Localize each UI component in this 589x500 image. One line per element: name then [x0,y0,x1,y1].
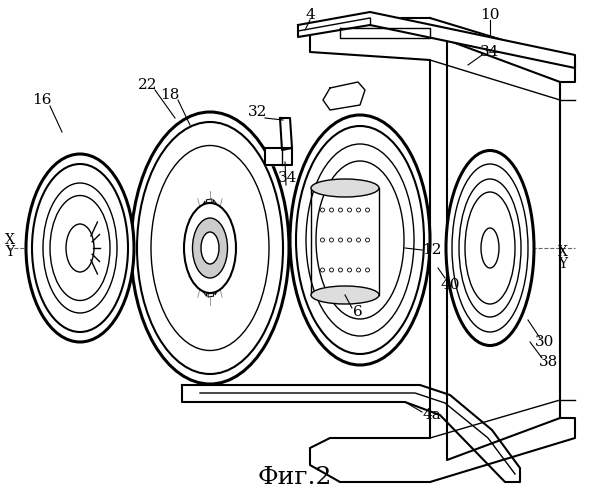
Text: 38: 38 [538,355,558,369]
Text: 40: 40 [440,278,460,292]
Polygon shape [280,118,292,150]
Text: 34: 34 [480,45,499,59]
Text: 18: 18 [160,88,180,102]
Polygon shape [194,249,206,270]
Text: 30: 30 [535,335,555,349]
Ellipse shape [446,150,534,346]
Text: X: X [5,233,15,247]
Polygon shape [182,385,520,482]
Polygon shape [211,200,219,237]
Polygon shape [340,28,430,38]
Text: 4: 4 [305,8,315,22]
Text: 12: 12 [422,243,442,257]
Text: X: X [558,245,568,259]
Polygon shape [214,248,226,265]
Polygon shape [194,231,206,248]
Ellipse shape [311,286,379,304]
Ellipse shape [131,112,289,384]
Polygon shape [310,18,575,482]
Ellipse shape [184,203,236,293]
Polygon shape [208,260,214,297]
Polygon shape [298,12,575,68]
Text: Фиг.2: Фиг.2 [258,466,332,489]
Polygon shape [213,210,224,242]
Ellipse shape [193,218,227,278]
Text: 4a: 4a [423,408,441,422]
Polygon shape [207,199,212,236]
Polygon shape [196,212,207,242]
Text: 32: 32 [249,105,267,119]
Ellipse shape [290,115,430,365]
Polygon shape [201,258,209,296]
Polygon shape [214,226,226,247]
Polygon shape [213,254,224,284]
Polygon shape [211,258,220,295]
Polygon shape [323,82,365,110]
Text: 10: 10 [480,8,499,22]
Text: 6: 6 [353,305,363,319]
Polygon shape [200,201,209,238]
Text: Y: Y [5,245,15,259]
Ellipse shape [311,179,379,197]
Text: Y: Y [558,257,568,271]
Text: 22: 22 [138,78,158,92]
Polygon shape [196,254,207,286]
Ellipse shape [201,232,219,264]
Text: 34: 34 [279,171,297,185]
Text: 16: 16 [32,93,52,107]
Ellipse shape [26,154,134,342]
Polygon shape [265,148,292,165]
